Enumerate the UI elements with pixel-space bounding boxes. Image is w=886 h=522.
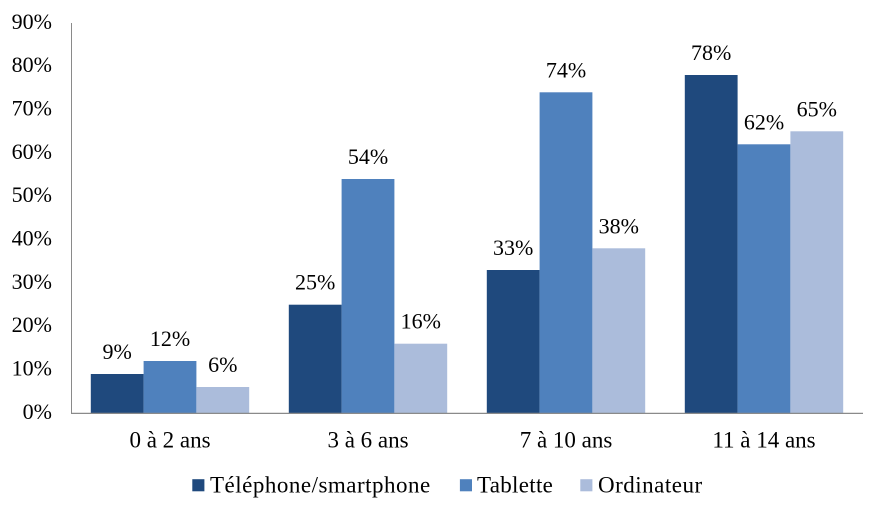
svg-text:20%: 20% [12,312,52,337]
svg-text:10%: 10% [12,356,52,381]
svg-text:11 à 14 ans: 11 à 14 ans [712,428,815,453]
svg-text:0 à 2 ans: 0 à 2 ans [129,428,210,453]
svg-text:80%: 80% [12,52,52,77]
svg-text:54%: 54% [348,144,388,169]
svg-text:7 à 10 ans: 7 à 10 ans [520,428,613,453]
svg-text:62%: 62% [744,109,784,134]
svg-text:60%: 60% [12,139,52,164]
svg-text:78%: 78% [691,40,731,65]
svg-text:38%: 38% [599,213,639,238]
svg-text:Tablette: Tablette [477,473,553,498]
svg-text:9%: 9% [103,339,132,364]
svg-text:Téléphone/smartphone: Téléphone/smartphone [210,473,431,498]
svg-text:65%: 65% [797,96,837,121]
svg-text:0%: 0% [23,399,52,424]
svg-text:25%: 25% [295,270,335,295]
svg-text:12%: 12% [150,326,190,351]
svg-text:30%: 30% [12,269,52,294]
svg-text:3 à 6 ans: 3 à 6 ans [327,428,408,453]
svg-text:50%: 50% [12,182,52,207]
svg-text:40%: 40% [12,226,52,251]
svg-text:74%: 74% [546,57,586,82]
svg-text:33%: 33% [493,235,533,260]
svg-text:6%: 6% [208,352,237,377]
svg-text:16%: 16% [401,309,441,334]
svg-text:90%: 90% [12,9,52,34]
svg-text:70%: 70% [12,96,52,121]
svg-text:Ordinateur: Ordinateur [598,473,703,498]
